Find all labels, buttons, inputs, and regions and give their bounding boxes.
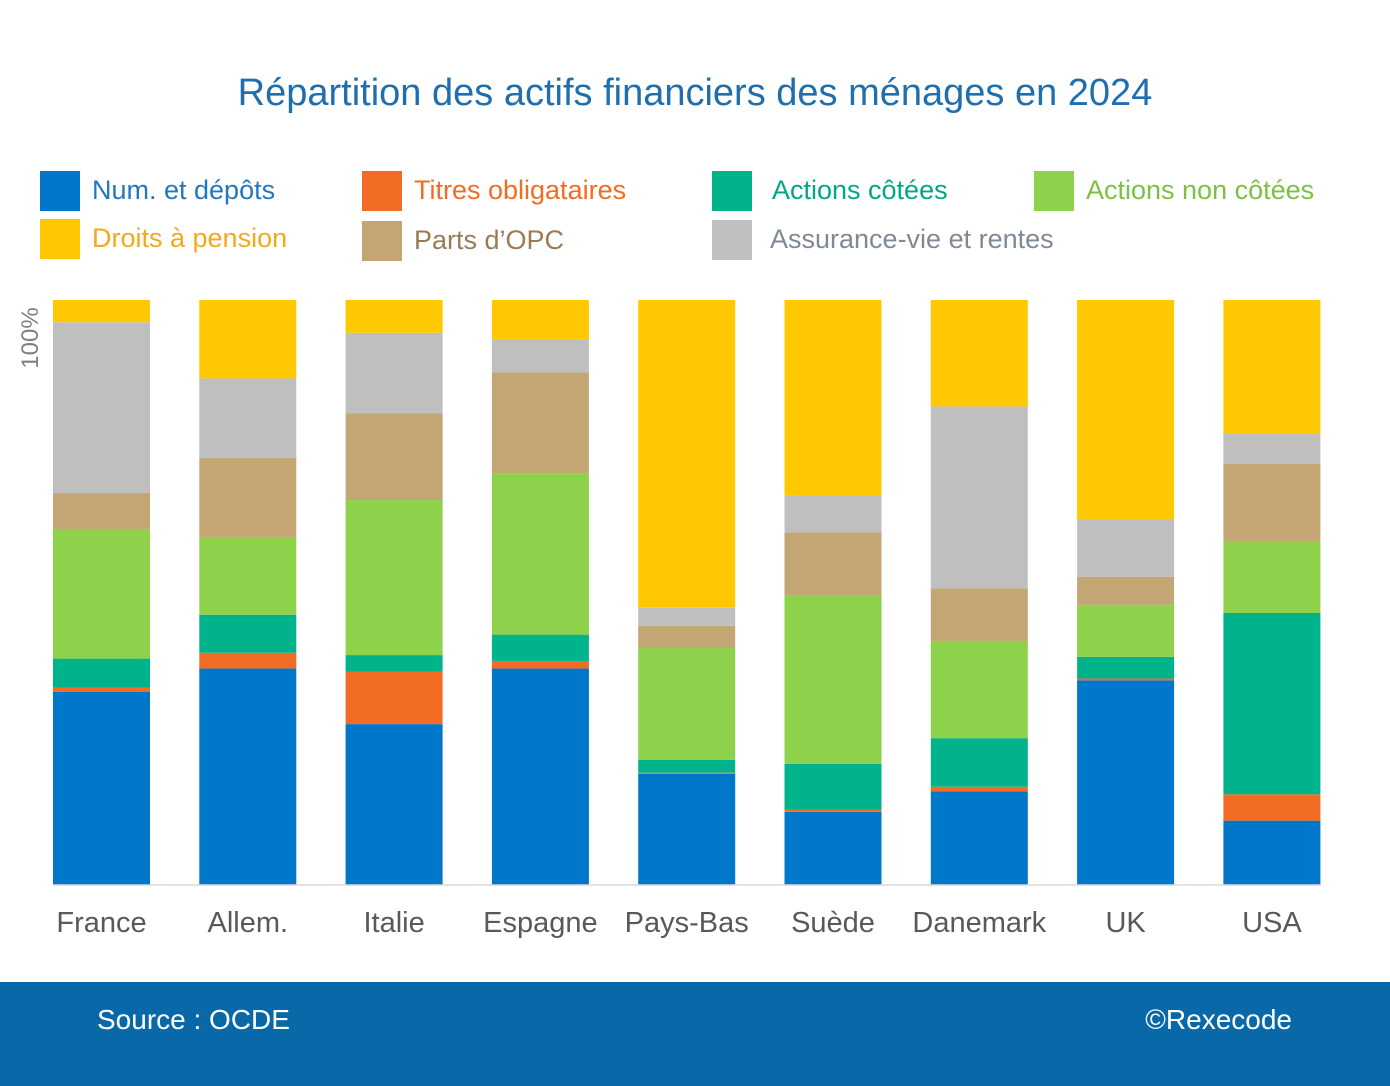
bar-segment — [53, 322, 150, 494]
bar-segment — [345, 671, 443, 725]
bar-segment — [491, 300, 589, 340]
legend-label: Parts d’OPC — [414, 225, 565, 255]
legend-label: Actions non côtées — [1086, 175, 1315, 205]
legend-swatch — [362, 221, 402, 261]
source-text: Source : OCDE — [97, 1004, 290, 1035]
bar-segment — [1077, 300, 1175, 520]
x-tick-label: Espagne — [483, 907, 598, 939]
bars-group — [53, 300, 1321, 886]
bar-segment — [491, 660, 589, 669]
bar-segment — [199, 652, 297, 669]
legend-swatch — [40, 219, 80, 259]
chart-plot: 100% France Allem. Italie Espagne Pays-Bas Su… — [17, 300, 1321, 939]
bar-segment — [1077, 680, 1175, 885]
bar-segment — [930, 641, 1028, 739]
bar-segment — [199, 668, 297, 885]
bar-segment — [638, 300, 736, 608]
bar-segment — [638, 625, 736, 649]
legend-label: Actions côtées — [772, 175, 948, 205]
bar-segment — [784, 495, 882, 533]
x-tick-label: UK — [1105, 907, 1146, 939]
bar-segment — [53, 529, 150, 659]
x-tick-label: Suède — [791, 907, 875, 939]
legend-swatch — [1034, 171, 1074, 211]
legend-label: Titres obligataires — [414, 175, 627, 205]
legend-swatch — [40, 171, 80, 211]
legend-label: Num. et dépôts — [92, 175, 276, 205]
copyright-text: ©Rexecode — [1145, 1004, 1292, 1035]
bar-segment — [345, 655, 443, 672]
bar-segment — [1223, 612, 1321, 795]
bar-segment — [53, 658, 150, 688]
bar-segment — [1077, 604, 1175, 657]
bar-segment — [491, 339, 589, 373]
bar-segment — [345, 332, 443, 414]
bar-segment — [345, 500, 443, 656]
bar-segment — [1223, 300, 1321, 434]
x-tick-labels: France Allem. Italie Espagne Pays-Bas Suède Da… — [56, 907, 1302, 939]
bar-segment — [199, 300, 297, 379]
legend-label: Droits à pension — [92, 223, 288, 253]
bar-segment — [1223, 463, 1321, 542]
x-tick-label: Pays-Bas — [625, 907, 749, 939]
legend-swatch — [712, 220, 752, 260]
bar-segment — [784, 595, 882, 764]
y-axis-label: 100% — [17, 307, 44, 368]
x-tick-label: Allem. — [208, 907, 289, 939]
bar-segment — [930, 786, 1028, 792]
bar-segment — [1077, 656, 1175, 679]
bar-segment — [784, 811, 882, 886]
bar-segment — [638, 772, 736, 774]
bar-segment — [345, 300, 443, 333]
bar-segment — [491, 668, 589, 885]
bar-segment — [638, 773, 736, 885]
bar-segment — [1223, 794, 1321, 821]
bar-segment — [1077, 678, 1175, 681]
legend-label: Assurance-vie et rentes — [770, 224, 1054, 254]
x-tick-label: Danemark — [912, 907, 1046, 939]
bar-segment — [491, 372, 589, 474]
bar-segment — [53, 300, 150, 323]
bar-segment — [199, 457, 297, 537]
bar-segment — [1223, 820, 1321, 885]
bar-segment — [345, 724, 443, 886]
bar-segment — [345, 413, 443, 501]
bar-segment — [491, 473, 589, 635]
bar-segment — [1223, 541, 1321, 613]
bar-segment — [53, 687, 150, 692]
bar-segment — [784, 763, 882, 810]
bar-segment — [53, 691, 150, 885]
bar-segment — [930, 300, 1028, 407]
bar-segment — [784, 532, 882, 596]
bar-segment — [1077, 519, 1175, 577]
footer-bar: Source : OCDE ©Rexecode — [0, 982, 1390, 1086]
bar-segment — [199, 378, 297, 458]
bar-segment — [1077, 576, 1175, 605]
x-tick-label: USA — [1242, 907, 1302, 939]
bar-segment — [784, 300, 882, 496]
bar-segment — [1223, 433, 1321, 464]
bar-segment — [930, 588, 1028, 642]
bar-segment — [784, 809, 882, 812]
bar-segment — [930, 406, 1028, 589]
bar-segment — [199, 614, 297, 653]
bar-segment — [53, 493, 150, 530]
bar-segment — [491, 634, 589, 661]
bar-segment — [638, 759, 736, 773]
bar-segment — [638, 607, 736, 626]
bar-segment — [638, 648, 736, 760]
bar-segment — [199, 536, 297, 615]
chart-title: Répartition des actifs financiers des mé… — [237, 72, 1153, 114]
bar-segment — [930, 791, 1028, 885]
legend-swatch — [362, 171, 402, 211]
x-tick-label: France — [56, 907, 146, 939]
legend-swatch — [712, 171, 752, 211]
bar-segment — [930, 738, 1028, 787]
chart-legend: Num. et dépôts Titres obligataires Actio… — [0, 0, 1390, 280]
x-tick-label: Italie — [363, 907, 424, 939]
